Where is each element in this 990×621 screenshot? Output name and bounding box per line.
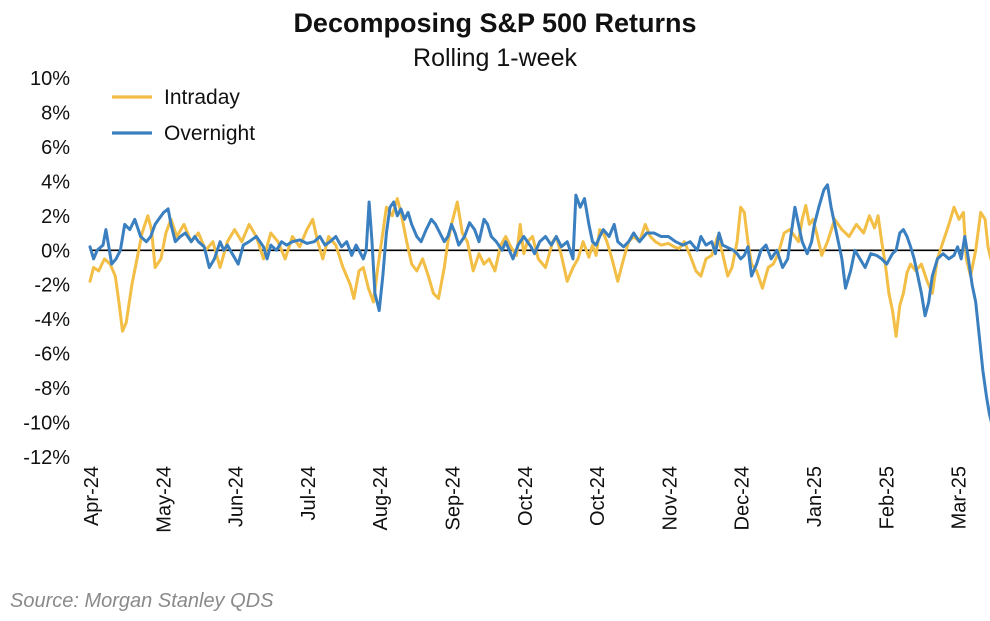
chart-subtitle: Rolling 1-week (413, 44, 577, 72)
y-tick-label: -6% (34, 344, 70, 366)
x-tick-label: Jun-24 (226, 466, 248, 527)
y-tick-label: -2% (34, 275, 70, 297)
x-tick-label: Apr-24 (81, 466, 103, 526)
x-tick-label: Nov-24 (659, 466, 681, 530)
y-tick-label: -10% (23, 413, 70, 435)
chart-title: Decomposing S&P 500 Returns (293, 8, 697, 38)
x-tick-label: Jan-25 (804, 466, 826, 527)
y-tick-label: 6% (41, 137, 70, 159)
y-tick-label: 0% (41, 240, 70, 262)
y-tick-label: -8% (34, 378, 70, 400)
y-tick-label: 10% (30, 68, 70, 90)
x-tick-label: Dec-24 (732, 466, 754, 530)
legend-label-overnight: Overnight (164, 122, 255, 145)
source-note: Source: Morgan Stanley QDS (10, 590, 274, 612)
legend-label-intraday: Intraday (164, 86, 240, 109)
x-tick-label: Sep-24 (443, 466, 465, 531)
series-line-overnight (88, 183, 990, 423)
x-tick-label: Jul-24 (298, 466, 320, 520)
y-axis: 10% 8% 6% 4% 2% 0% -2% -4% -6% -8% -10% -12% (23, 68, 70, 469)
x-axis: Apr-24 May-24 Jun-24 Jul-24 Aug-24 Sep-24 Oct-… (81, 466, 971, 533)
y-tick-label: 8% (41, 102, 70, 124)
y-tick-label: 4% (41, 171, 70, 193)
x-tick-label: Mar-25 (949, 466, 971, 529)
x-tick-label: Oct-24 (587, 466, 609, 526)
series-group (88, 183, 990, 423)
x-tick-label: Oct-24 (515, 466, 537, 526)
series-line-intraday (88, 197, 990, 338)
y-tick-label: 2% (41, 206, 70, 228)
y-tick-label: -4% (34, 309, 70, 331)
legend: Intraday Overnight (112, 86, 255, 145)
x-tick-label: May-24 (153, 466, 175, 533)
y-tick-label: -12% (23, 447, 70, 469)
x-tick-label: Aug-24 (370, 466, 392, 531)
x-tick-label: Feb-25 (876, 466, 898, 529)
